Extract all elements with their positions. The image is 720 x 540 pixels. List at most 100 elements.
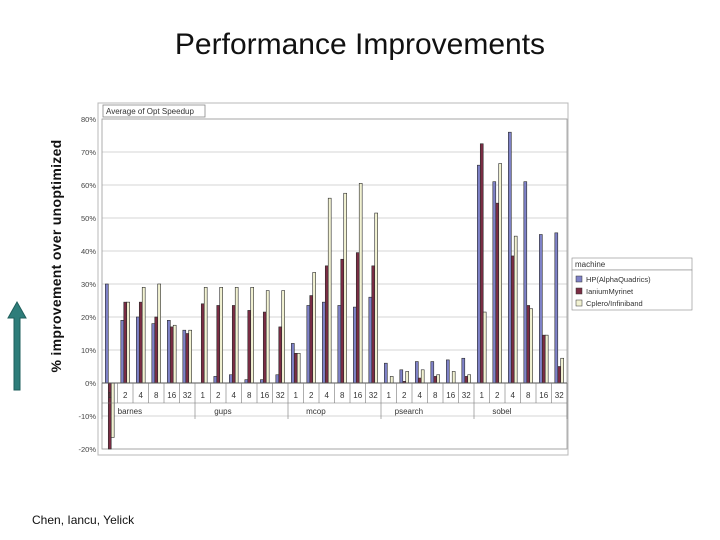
legend-entry: IaniumMyrinet <box>586 287 634 296</box>
bar <box>477 164 481 384</box>
slide-title: Performance Improvements <box>174 28 546 61</box>
x-tick-label: 2 <box>309 391 314 400</box>
bar <box>544 334 549 384</box>
bar <box>219 286 223 384</box>
y-tick-label: 10% <box>81 346 96 355</box>
x-tick-label: 1 <box>108 391 113 400</box>
x-tick-label: 32 <box>183 391 192 400</box>
y-tick-label: -10% <box>78 412 96 421</box>
bar <box>324 265 329 384</box>
bar <box>293 352 298 384</box>
bar <box>260 379 264 384</box>
bar <box>120 319 125 384</box>
x-tick-label: 4 <box>232 391 237 400</box>
bar <box>374 212 378 384</box>
bar <box>492 181 497 384</box>
x-tick-label: 8 <box>154 391 159 400</box>
bar <box>250 286 254 384</box>
bar <box>446 359 450 384</box>
bar <box>526 305 531 384</box>
bar <box>371 265 376 384</box>
bar <box>188 329 192 384</box>
bar <box>529 308 533 384</box>
bar <box>482 311 487 384</box>
bar <box>415 361 419 384</box>
bar <box>229 374 233 384</box>
group-label: mcop <box>306 407 326 416</box>
legend-entry: Cplero/Infiniband <box>586 299 643 308</box>
group-label: barnes <box>118 407 142 416</box>
plot-area <box>101 118 568 450</box>
y-tick-label: 20% <box>81 313 96 322</box>
bar <box>353 306 357 384</box>
bar <box>479 143 484 384</box>
bar <box>498 163 502 384</box>
bar <box>275 374 280 384</box>
bar <box>399 369 404 384</box>
x-tick-label: 16 <box>260 391 269 400</box>
y-tick-label: 70% <box>81 148 96 157</box>
bar <box>138 301 143 384</box>
bar <box>154 316 159 384</box>
x-tick-label: 1 <box>201 391 206 400</box>
bar <box>436 374 440 384</box>
bar <box>216 305 221 384</box>
x-tick-label: 4 <box>139 391 144 400</box>
y-tick-label: 30% <box>81 280 96 289</box>
x-tick-label: 8 <box>433 391 438 400</box>
bar <box>510 255 515 384</box>
bar <box>105 283 109 384</box>
bar <box>523 181 528 384</box>
bar <box>306 305 311 384</box>
bar <box>541 334 546 384</box>
group-label: sobel <box>492 407 511 416</box>
bar <box>560 357 564 384</box>
bar <box>247 310 252 384</box>
bar <box>136 316 140 384</box>
bar <box>244 379 249 384</box>
x-tick-label: 16 <box>353 391 362 400</box>
x-tick-label: 2 <box>123 391 128 400</box>
x-tick-label: 8 <box>247 391 252 400</box>
y-tick-label: 50% <box>81 214 96 223</box>
bar <box>343 192 347 384</box>
x-tick-label: 2 <box>402 391 407 400</box>
x-tick-label: 1 <box>294 391 299 400</box>
bar <box>358 183 363 384</box>
up-arrow-icon <box>7 300 27 391</box>
chart-title-box <box>102 104 206 118</box>
bar <box>291 343 295 384</box>
footer-authors: Chen, Iancu, Yelick <box>32 513 135 527</box>
x-tick-label: 32 <box>276 391 285 400</box>
bar <box>340 258 345 384</box>
y-tick-label: 60% <box>81 181 96 190</box>
bar <box>262 311 267 384</box>
bar <box>167 319 171 384</box>
x-tick-label: 16 <box>539 391 548 400</box>
bar <box>433 376 438 384</box>
legend-swatch <box>575 287 583 295</box>
y-tick-label: 80% <box>81 115 96 124</box>
chart-title: Average of Opt Speedup <box>106 107 194 116</box>
x-tick-label: 32 <box>462 391 471 400</box>
bar <box>157 283 161 384</box>
bar <box>464 376 469 384</box>
x-tick-label: 8 <box>526 391 531 400</box>
x-tick-label: 1 <box>480 391 485 400</box>
bar <box>151 323 156 384</box>
bar <box>327 197 332 384</box>
x-tick-label: 32 <box>555 391 564 400</box>
x-tick-label: 16 <box>446 391 455 400</box>
bar <box>278 326 283 384</box>
bar <box>495 202 500 384</box>
y-tick-label: 0% <box>85 379 96 388</box>
x-tick-label: 2 <box>495 391 500 400</box>
bar <box>126 301 130 384</box>
bar <box>368 296 373 384</box>
bar <box>296 352 301 384</box>
x-tick-label: 32 <box>369 391 378 400</box>
bar <box>322 301 326 384</box>
bar <box>309 295 314 384</box>
bar <box>417 377 422 384</box>
bar <box>185 333 190 384</box>
